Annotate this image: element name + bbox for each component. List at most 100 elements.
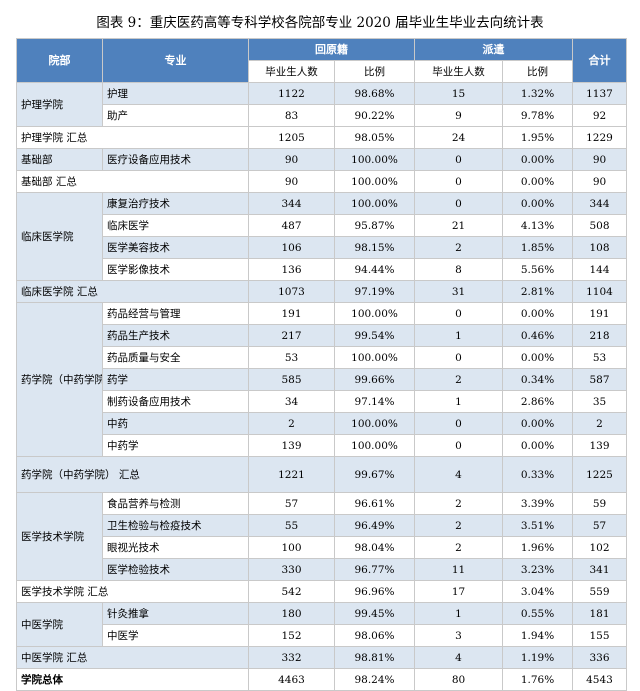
dispatch-ratio-cell: 1.85% [502,236,573,259]
dispatch-ratio-cell: 4.13% [502,214,573,237]
dispatch-ratio-cell: 0.33% [502,456,573,493]
return-ratio-cell: 98.15% [334,236,415,259]
total-cell: 144 [572,258,627,281]
dispatch-ratio-cell: 0.00% [502,148,573,171]
return-grads-cell: 136 [248,258,335,281]
major-cell: 食品营养与检测 [102,492,249,515]
table-row: 药学院（中药学院） 汇总 1221 99.67% 4 0.33% 1225 [16,456,627,493]
return-ratio-cell: 98.06% [334,624,415,647]
table-row: 医学影像技术 136 94.44% 8 5.56% 144 [17,258,627,281]
total-cell: 92 [572,104,627,127]
subtotal-label: 护理学院 汇总 [16,126,249,149]
major-cell: 针灸推拿 [102,602,249,625]
major-cell: 药品质量与安全 [102,346,249,369]
dispatch-grads-cell: 31 [414,280,503,303]
return-grads-cell: 55 [248,514,335,537]
return-ratio-cell: 100.00% [334,192,415,215]
total-cell: 508 [572,214,627,237]
dispatch-grads-cell: 0 [414,170,503,193]
dispatch-grads-cell: 21 [414,214,503,237]
dispatch-ratio-cell: 2.81% [502,280,573,303]
dispatch-grads-cell: 1 [414,602,503,625]
total-cell: 4543 [572,668,627,691]
dispatch-ratio-cell: 0.00% [502,170,573,193]
table-row: 药品质量与安全 53 100.00% 0 0.00% 53 [17,346,627,369]
return-grads-cell: 332 [248,646,335,669]
dispatch-grads-cell: 2 [414,492,503,515]
dispatch-ratio-cell: 0.00% [502,192,573,215]
total-cell: 90 [572,170,627,193]
total-cell: 53 [572,346,627,369]
table-row: 眼视光技术 100 98.04% 2 1.96% 102 [17,536,627,559]
major-cell: 药品经营与管理 [102,302,249,325]
major-cell: 制药设备应用技术 [102,390,249,413]
table-row: 中医学院 汇总 332 98.81% 4 1.19% 336 [16,646,627,669]
total-cell: 1137 [572,82,627,105]
dispatch-grads-cell: 17 [414,580,503,603]
return-grads-cell: 1205 [248,126,335,149]
major-cell: 医疗设备应用技术 [102,148,249,171]
subtotal-label: 药学院（中药学院） 汇总 [16,456,249,493]
dispatch-ratio-cell: 0.00% [502,346,573,369]
total-cell: 35 [572,390,627,413]
header-dispatch-grads: 毕业生人数 [414,60,503,83]
dispatch-grads-cell: 4 [414,646,503,669]
department-cell: 药学院（中药学院） [16,302,103,457]
return-ratio-cell: 90.22% [334,104,415,127]
dispatch-grads-cell: 15 [414,82,503,105]
total-cell: 341 [572,558,627,581]
header-dispatch-ratio: 比例 [502,60,573,83]
return-grads-cell: 100 [248,536,335,559]
dispatch-ratio-cell: 0.00% [502,302,573,325]
return-ratio-cell: 95.87% [334,214,415,237]
return-ratio-cell: 98.05% [334,126,415,149]
subtotal-label: 医学技术学院 汇总 [16,580,249,603]
major-cell: 医学美容技术 [102,236,249,259]
table-row: 卫生检验与检疫技术 55 96.49% 2 3.51% 57 [17,514,627,537]
header-return-group: 回原籍 [248,38,415,61]
total-cell: 1229 [572,126,627,149]
major-cell: 护理 [102,82,249,105]
return-grads-cell: 57 [248,492,335,515]
dispatch-ratio-cell: 0.34% [502,368,573,391]
return-ratio-cell: 98.04% [334,536,415,559]
department-cell: 医学技术学院 [16,492,103,581]
return-grads-cell: 487 [248,214,335,237]
table-row: 中药 2 100.00% 0 0.00% 2 [17,412,627,435]
table-row: 医学检验技术 330 96.77% 11 3.23% 341 [17,558,627,581]
table-row: 制药设备应用技术 34 97.14% 1 2.86% 35 [17,390,627,413]
return-grads-cell: 542 [248,580,335,603]
total-cell: 344 [572,192,627,215]
dispatch-grads-cell: 2 [414,368,503,391]
dispatch-grads-cell: 2 [414,236,503,259]
return-ratio-cell: 100.00% [334,346,415,369]
return-grads-cell: 83 [248,104,335,127]
table-row: 医学技术学院 汇总 542 96.96% 17 3.04% 559 [16,580,627,603]
table-row: 中药学 139 100.00% 0 0.00% 139 [17,434,627,457]
total-cell: 559 [572,580,627,603]
return-grads-cell: 53 [248,346,335,369]
overall-total-label: 学院总体 [16,668,249,691]
dispatch-ratio-cell: 1.96% [502,536,573,559]
return-grads-cell: 106 [248,236,335,259]
table-body: 护理学院 护理 1122 98.68% 15 1.32% 1137 助产 83 90.22% 9 9.… [16,82,627,691]
department-cell: 中医学院 [16,602,103,647]
major-cell: 药学 [102,368,249,391]
dispatch-grads-cell: 0 [414,302,503,325]
return-ratio-cell: 98.81% [334,646,415,669]
major-cell: 助产 [102,104,249,127]
dispatch-grads-cell: 1 [414,390,503,413]
total-cell: 2 [572,412,627,435]
total-cell: 108 [572,236,627,259]
major-cell: 医学检验技术 [102,558,249,581]
return-ratio-cell: 100.00% [334,170,415,193]
header-dept: 院部 [16,38,103,83]
return-ratio-cell: 100.00% [334,302,415,325]
header-major: 专业 [102,38,249,83]
return-grads-cell: 1221 [248,456,335,493]
subtotal-label: 中医学院 汇总 [16,646,249,669]
dispatch-ratio-cell: 5.56% [502,258,573,281]
return-ratio-cell: 96.61% [334,492,415,515]
major-cell: 康复治疗技术 [102,192,249,215]
dispatch-ratio-cell: 1.19% [502,646,573,669]
